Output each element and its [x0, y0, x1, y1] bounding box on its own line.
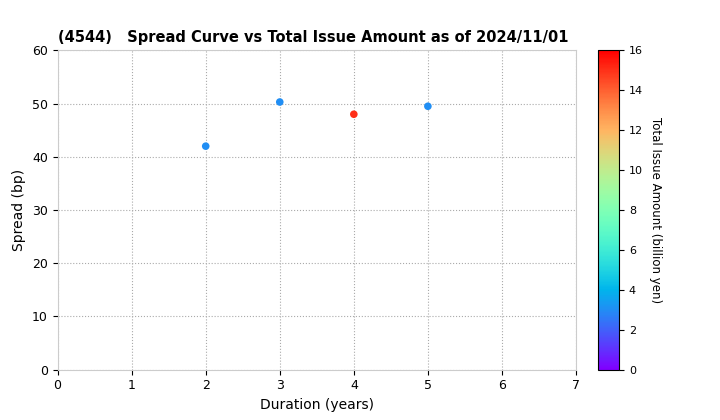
Point: [200, 143, 212, 150]
Point: [274, 99, 286, 105]
Point: [348, 111, 359, 118]
X-axis label: Duration (years): Duration (years): [260, 398, 374, 412]
Point: [422, 103, 433, 110]
Text: (4544)   Spread Curve vs Total Issue Amount as of 2024/11/01: (4544) Spread Curve vs Total Issue Amoun…: [58, 30, 568, 45]
Y-axis label: Total Issue Amount (billion yen): Total Issue Amount (billion yen): [649, 117, 662, 303]
Y-axis label: Spread (bp): Spread (bp): [12, 169, 27, 251]
